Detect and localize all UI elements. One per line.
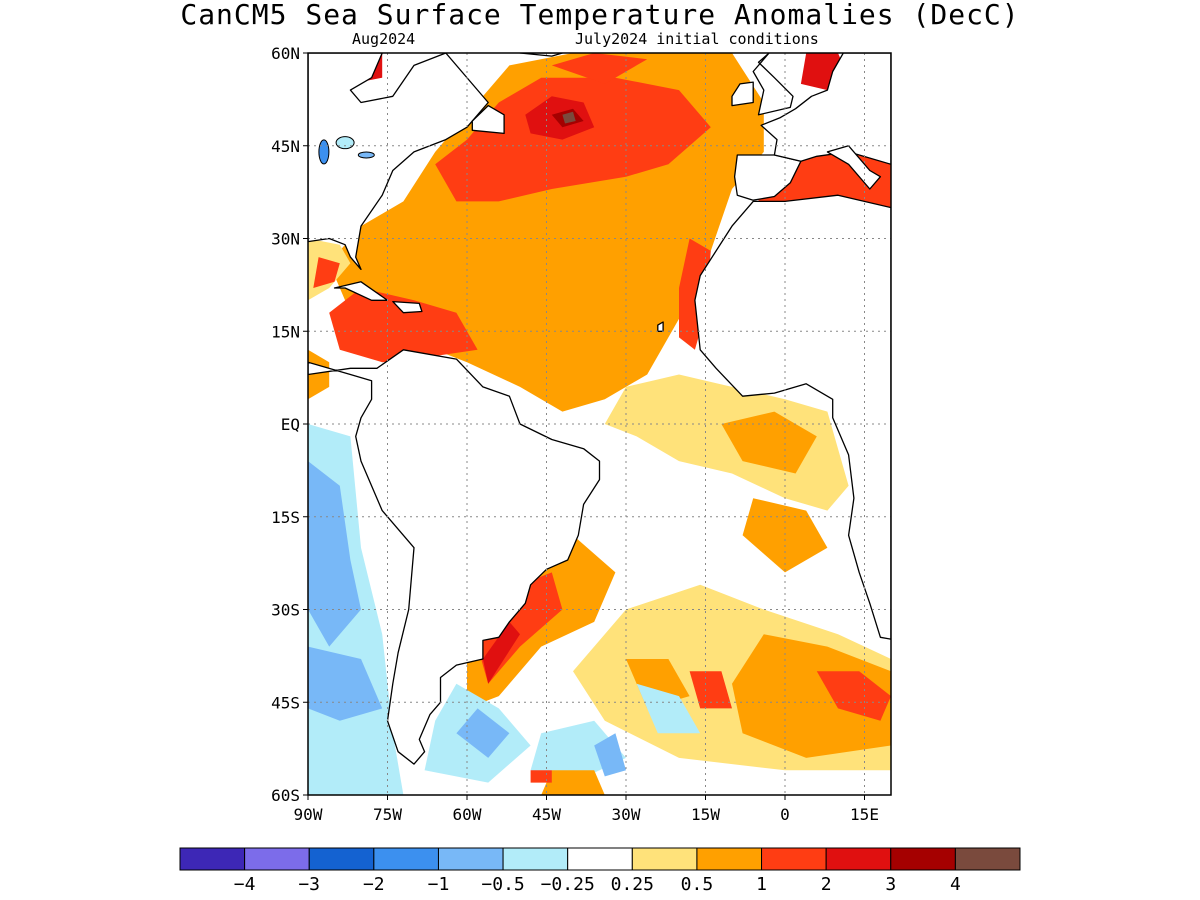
colorbar-label: 3	[885, 874, 896, 895]
colorbar-swatch	[567, 847, 633, 871]
colorbar-swatch	[373, 847, 439, 871]
colorbar-label: 0.5	[681, 874, 714, 895]
lat-tick-label: 60S	[271, 786, 300, 805]
colorbar-swatch	[244, 847, 310, 871]
land-masses	[308, 53, 891, 765]
lat-tick-label: 60N	[271, 44, 300, 63]
lat-tick-label: 30S	[271, 601, 300, 620]
lon-tick-label: 15E	[850, 805, 879, 824]
colorbar-swatch	[696, 847, 763, 871]
colorbar: −4 −3 −2 −1 −0.5 −0.25 0.25 0.5 1 2 3 4	[179, 847, 1021, 895]
initial-conditions: July2024 initial conditions	[575, 30, 819, 48]
forecast-month: Aug2024	[352, 30, 416, 48]
lon-tick-label: 75W	[373, 805, 402, 824]
colorbar-swatch	[179, 847, 246, 871]
lat-tick-label: 30N	[271, 230, 300, 249]
colorbar-label: −0.25	[541, 874, 595, 895]
colorbar-swatch	[437, 847, 504, 871]
colorbar-label: 1	[756, 874, 767, 895]
lon-tick-label: 15W	[691, 805, 720, 824]
map-title: CanCM5 Sea Surface Temperature Anomalies…	[180, 0, 1020, 31]
colorbar-label: −3	[298, 874, 320, 895]
lon-tick-label: 60W	[453, 805, 482, 824]
lat-tick-label: EQ	[281, 415, 300, 434]
colorbar-swatch	[890, 847, 956, 871]
colorbar-label: −0.5	[481, 874, 524, 895]
latitude-axis: 60N 45N 30N 15N EQ 15S 30S 45S 60S	[271, 44, 308, 805]
lat-tick-label: 15N	[271, 322, 300, 341]
colorbar-label: 2	[821, 874, 832, 895]
longitude-axis: 90W 75W 60W 45W 30W 15W 0 15E	[294, 795, 879, 824]
lat-lon-grid	[308, 53, 891, 795]
colorbar-swatch	[825, 847, 892, 871]
lon-tick-label: 30W	[612, 805, 641, 824]
lat-tick-label: 45S	[271, 693, 300, 712]
lon-tick-label: 0	[780, 805, 790, 824]
colorbar-swatch	[631, 847, 698, 871]
lon-tick-label: 45W	[532, 805, 561, 824]
colorbar-label: 4	[950, 874, 961, 895]
colorbar-label: −2	[363, 874, 385, 895]
colorbar-swatch	[502, 847, 569, 871]
colorbar-label: −4	[234, 874, 256, 895]
lon-tick-label: 90W	[294, 805, 323, 824]
colorbar-label: −1	[428, 874, 450, 895]
lat-tick-label: 15S	[271, 508, 300, 527]
colorbar-swatch	[761, 847, 827, 871]
lat-tick-label: 45N	[271, 137, 300, 156]
colorbar-label: 0.25	[611, 874, 654, 895]
colorbar-swatch	[308, 847, 375, 871]
colorbar-swatch	[954, 847, 1021, 871]
